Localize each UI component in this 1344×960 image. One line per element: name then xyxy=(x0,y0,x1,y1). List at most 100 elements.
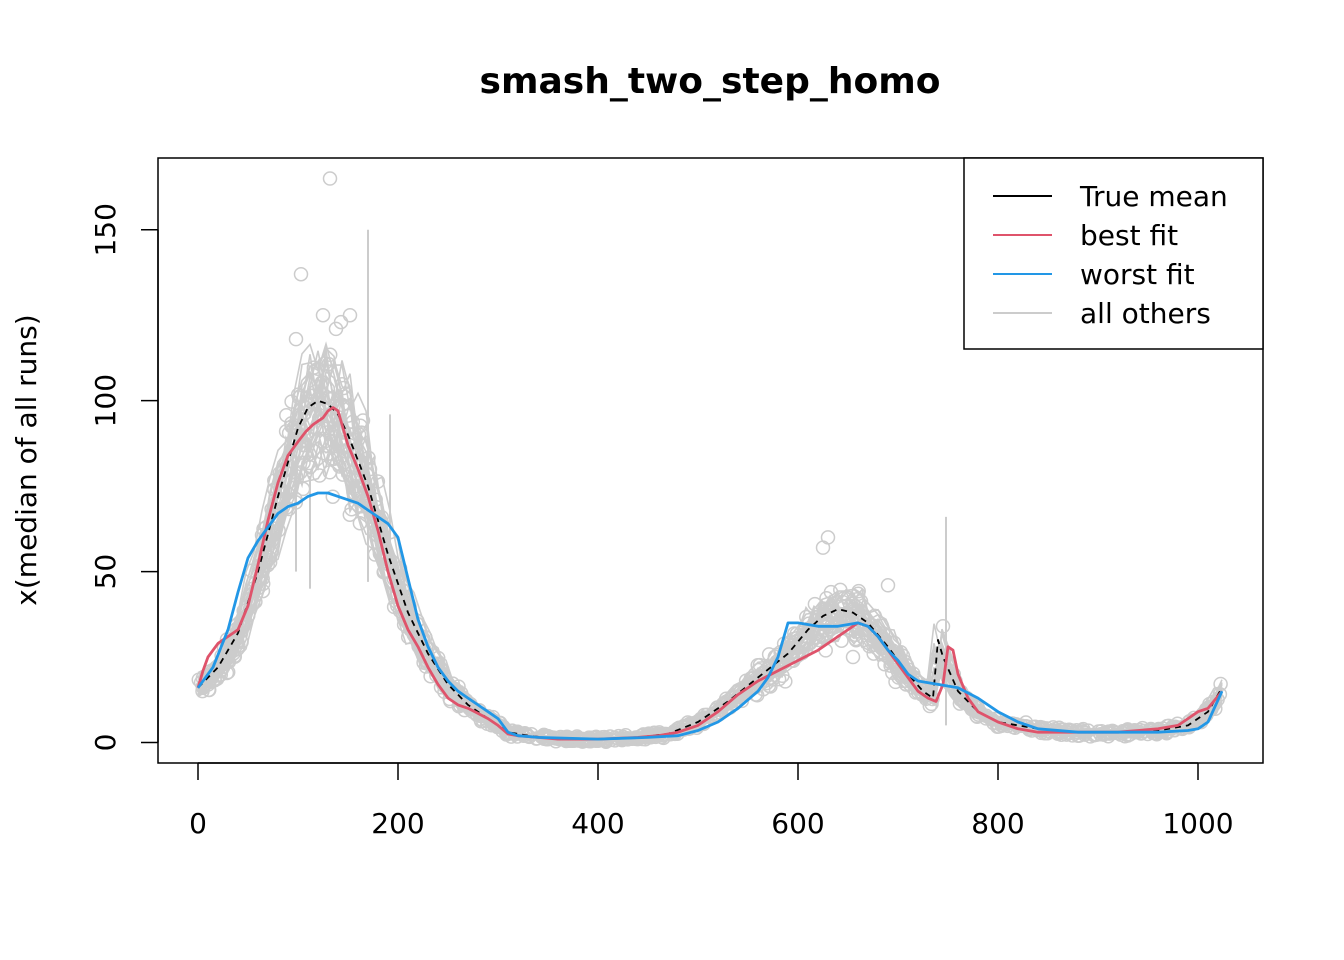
others-point xyxy=(342,507,358,522)
others-point xyxy=(293,445,308,460)
others-point xyxy=(314,433,329,449)
others-run-line xyxy=(197,378,1223,742)
plot-frame xyxy=(157,157,1264,764)
others-point xyxy=(994,715,1010,731)
series-line-true-mean xyxy=(197,399,1223,740)
others-run-line xyxy=(197,370,1223,742)
others-run-line xyxy=(197,374,1223,742)
others-point xyxy=(286,420,301,436)
others-point xyxy=(495,719,511,734)
others-point xyxy=(334,377,350,392)
others-outlier-point xyxy=(342,307,358,323)
others-point xyxy=(229,631,244,647)
others-point xyxy=(290,387,306,402)
others-run-line xyxy=(197,376,1223,741)
others-point xyxy=(833,582,848,598)
others-point xyxy=(848,632,864,648)
others-point xyxy=(372,546,388,562)
others-point xyxy=(801,621,816,636)
others-point xyxy=(324,390,340,406)
others-point xyxy=(272,482,288,497)
others-point xyxy=(346,485,361,500)
others-point xyxy=(752,657,768,673)
others-point xyxy=(430,657,446,673)
others-point xyxy=(1050,726,1066,742)
others-point xyxy=(370,474,386,489)
others-outlier-point xyxy=(315,307,331,323)
series-line-best-fit xyxy=(196,406,1224,741)
others-point xyxy=(869,630,884,645)
others-run-line xyxy=(197,417,1223,743)
others-point xyxy=(314,375,330,390)
others-point xyxy=(348,479,363,494)
others-point xyxy=(370,521,385,537)
others-point xyxy=(925,691,940,707)
others-point xyxy=(201,682,216,698)
y-tick-label: 50 xyxy=(89,554,122,590)
others-run-line xyxy=(198,388,1223,741)
y-tick-label: 150 xyxy=(89,203,122,256)
others-point xyxy=(278,424,294,439)
others-point xyxy=(211,668,227,683)
others-point xyxy=(968,699,983,715)
others-point xyxy=(891,654,907,670)
others-point xyxy=(883,658,898,673)
chart-title: smash_two_step_homo xyxy=(480,61,941,102)
others-point xyxy=(255,583,271,599)
others-point xyxy=(321,356,336,372)
others-point xyxy=(335,467,351,482)
others-point xyxy=(335,397,350,413)
others-run-line xyxy=(197,349,1223,742)
others-run-line xyxy=(197,359,1223,741)
legend-box xyxy=(963,157,1264,350)
others-outlier-point xyxy=(293,266,309,282)
others-point xyxy=(769,654,784,669)
y-tick-label: 100 xyxy=(89,374,122,427)
x-tick-label: 1000 xyxy=(1162,807,1233,840)
others-point xyxy=(811,632,827,648)
others-point xyxy=(434,662,450,677)
others-point xyxy=(840,590,855,606)
y-axis-label: x(median of all runs) xyxy=(10,314,43,605)
others-point xyxy=(262,555,278,570)
others-point xyxy=(893,644,909,660)
others-point xyxy=(433,680,449,695)
others-point xyxy=(823,584,839,600)
others-point xyxy=(888,674,903,690)
x-tick-label: 800 xyxy=(971,807,1024,840)
x-tick-label: 200 xyxy=(371,807,424,840)
others-point xyxy=(301,455,317,471)
others-point xyxy=(279,500,294,515)
others-point xyxy=(1081,723,1096,738)
others-point xyxy=(830,607,845,622)
others-point xyxy=(230,641,245,657)
others-outlier-point xyxy=(935,619,951,634)
others-point xyxy=(362,461,378,477)
others-point xyxy=(311,410,327,426)
others-outlier-point xyxy=(322,171,338,186)
others-run-line xyxy=(197,387,1223,741)
others-point xyxy=(323,391,339,407)
others-point xyxy=(348,432,363,448)
others-point xyxy=(327,451,342,466)
others-point xyxy=(874,618,890,634)
others-outlier-point xyxy=(880,578,896,593)
legend: True mean best fit worst fit all others xyxy=(963,157,1264,350)
others-point xyxy=(338,386,353,402)
x-tick-label: 600 xyxy=(771,807,824,840)
x-tick-label: 400 xyxy=(571,807,624,840)
others-point xyxy=(787,626,802,641)
others-point xyxy=(877,656,892,672)
others-point xyxy=(778,674,793,689)
others-point xyxy=(260,557,275,573)
others-point xyxy=(924,696,939,712)
others-point xyxy=(296,437,312,453)
others-point xyxy=(352,515,368,531)
others-point xyxy=(771,671,787,687)
others-point xyxy=(867,608,882,624)
others-point xyxy=(885,665,900,681)
others-point xyxy=(312,468,327,483)
legend-label: True mean xyxy=(1079,180,1228,213)
others-point xyxy=(851,583,866,599)
